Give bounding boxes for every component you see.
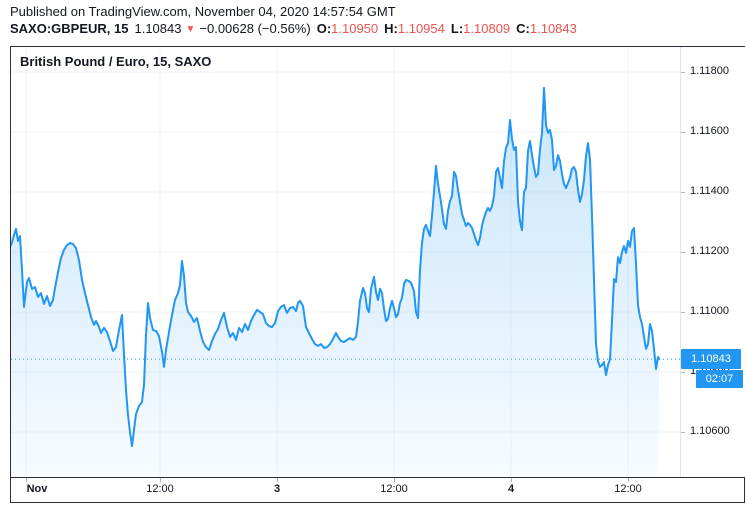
price-axis[interactable]: 1.11800 1.11600 1.11400 1.11200 1.11000 1.108…	[680, 47, 745, 477]
time-axis-label: 4	[507, 483, 515, 495]
close-label: C:	[516, 21, 530, 36]
time-axis-tick	[628, 478, 629, 482]
time-axis-tick	[394, 478, 395, 482]
bar-countdown-tag: 02:07	[696, 370, 743, 389]
area-fill	[11, 87, 659, 477]
price-axis-label: 1.11800	[690, 65, 729, 77]
chart-plot-area[interactable]: British Pound / Euro, 15, SAXO	[11, 47, 680, 477]
time-axis-label: 12:00	[146, 483, 174, 495]
symbol-name: SAXO:GBPEUR, 15	[10, 21, 129, 36]
close-value: 1.10843	[529, 21, 577, 36]
high-value: 1.10954	[397, 21, 445, 36]
last-price: 1.10843	[134, 21, 182, 36]
symbol-summary-line: SAXO:GBPEUR, 15 1.10843 ▼ −0.00628 (−0.5…	[10, 21, 740, 39]
time-axis[interactable]: Nov 12:00 3 12:00 4 12:00	[11, 477, 744, 502]
time-axis-tick	[26, 478, 27, 482]
time-axis-label: Nov	[26, 483, 48, 495]
price-axis-tick	[681, 432, 685, 433]
price-axis-label: 1.11400	[690, 185, 729, 197]
price-axis-label: 1.11000	[690, 305, 729, 317]
snapshot-header: Published on TradingView.com, November 0…	[10, 3, 740, 39]
chart-widget: British Pound / Euro, 15, SAXO 1.11800 1.…	[10, 46, 745, 503]
price-change: −0.00628 (−0.56%)	[199, 21, 311, 36]
time-axis-label: 3	[273, 483, 281, 495]
time-axis-tick	[511, 478, 512, 482]
time-axis-tick	[160, 478, 161, 482]
price-axis-tick	[681, 192, 685, 193]
low-label: L:	[450, 21, 464, 36]
published-line: Published on TradingView.com, November 0…	[10, 4, 396, 19]
current-price-tag: 1.10843	[681, 349, 741, 370]
price-axis-label: 1.10600	[690, 425, 730, 437]
high-label: H:	[384, 21, 398, 36]
chart-legend: British Pound / Euro, 15, SAXO	[20, 54, 212, 69]
price-axis-label: 1.11200	[690, 245, 729, 257]
price-axis-tick	[681, 252, 685, 253]
open-value: 1.10950	[331, 21, 379, 36]
price-line	[11, 86, 660, 448]
price-axis-tick	[681, 132, 685, 133]
price-axis-tick	[681, 312, 685, 313]
low-value: 1.10809	[463, 21, 511, 36]
time-axis-label: 12:00	[614, 483, 642, 495]
price-axis-tick	[681, 372, 685, 373]
price-axis-tick	[681, 72, 685, 73]
price-down-arrow-icon: ▼	[185, 24, 196, 35]
price-chart-svg	[11, 47, 680, 477]
price-axis-label: 1.11600	[690, 125, 729, 137]
time-axis-label: 12:00	[380, 483, 408, 495]
open-label: O:	[316, 21, 332, 36]
time-axis-tick	[277, 478, 278, 482]
